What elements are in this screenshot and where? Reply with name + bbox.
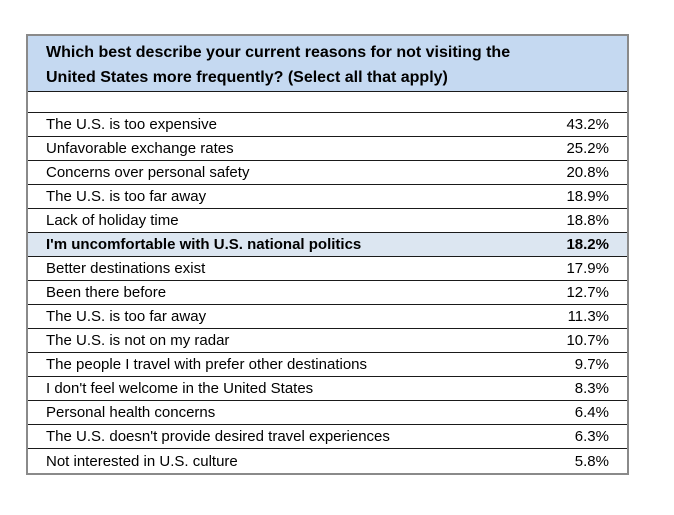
row-label: The people I travel with prefer other de… [46,356,368,373]
row-label: I'm uncomfortable with U.S. national pol… [46,236,362,253]
row-value: 17.9% [566,260,609,277]
table-row: Been there before 12.7% [28,281,627,305]
row-value: 9.7% [574,356,609,373]
row-value: 20.8% [566,164,609,181]
row-label: Unfavorable exchange rates [46,140,234,157]
table-title: Which best describe your current reasons… [28,36,627,92]
row-label: Not interested in U.S. culture [46,452,238,470]
row-value: 5.8% [574,452,609,470]
row-label: The U.S. is not on my radar [46,332,230,349]
row-value: 25.2% [566,140,609,157]
table-row: The U.S. doesn't provide desired travel … [28,425,627,449]
row-label: Concerns over personal safety [46,164,250,181]
table-row: The U.S. is not on my radar 10.7% [28,329,627,353]
row-label: The U.S. doesn't provide desired travel … [46,428,390,445]
table-title-line-2: United States more frequently? (Select a… [46,69,448,86]
table-row: Unfavorable exchange rates 25.2% [28,137,627,161]
row-label: The U.S. is too far away [46,188,207,205]
table-title-line-1: Which best describe your current reasons… [46,44,511,61]
table-body: The U.S. is too expensive 43.2% Unfavorabl… [28,113,627,473]
row-value: 6.4% [574,404,609,421]
table-row: Better destinations exist 17.9% [28,257,627,281]
row-label: Been there before [46,284,167,301]
table-row: Not interested in U.S. culture 5.8% [28,449,627,473]
table-row: Personal health concerns 6.4% [28,401,627,425]
row-value: 12.7% [566,284,609,301]
table-row: I don't feel welcome in the United State… [28,377,627,401]
row-label: The U.S. is too far away [46,308,207,325]
row-value: 18.8% [566,212,609,229]
row-value: 43.2% [566,116,609,133]
table-row: Lack of holiday time 18.8% [28,209,627,233]
row-value: 18.9% [566,188,609,205]
table-row: The U.S. is too expensive 43.2% [28,113,627,137]
row-value: 18.2% [566,236,609,253]
table-row: The U.S. is too far away 11.3% [28,305,627,329]
survey-table: Which best describe your current reasons… [26,34,629,475]
table-row: The U.S. is too far away 18.9% [28,185,627,209]
table-row: The people I travel with prefer other de… [28,353,627,377]
table-row: I'm uncomfortable with U.S. national pol… [28,233,627,257]
row-label: Lack of holiday time [46,212,179,229]
row-value: 10.7% [566,332,609,349]
row-value: 8.3% [574,380,609,397]
row-value: 11.3% [567,308,609,325]
row-value: 6.3% [574,428,609,445]
row-label: The U.S. is too expensive [46,116,217,133]
empty-row [28,92,627,113]
row-label: Personal health concerns [46,404,216,421]
row-label: I don't feel welcome in the United State… [46,380,314,397]
row-label: Better destinations exist [46,260,206,277]
table-row: Concerns over personal safety 20.8% [28,161,627,185]
